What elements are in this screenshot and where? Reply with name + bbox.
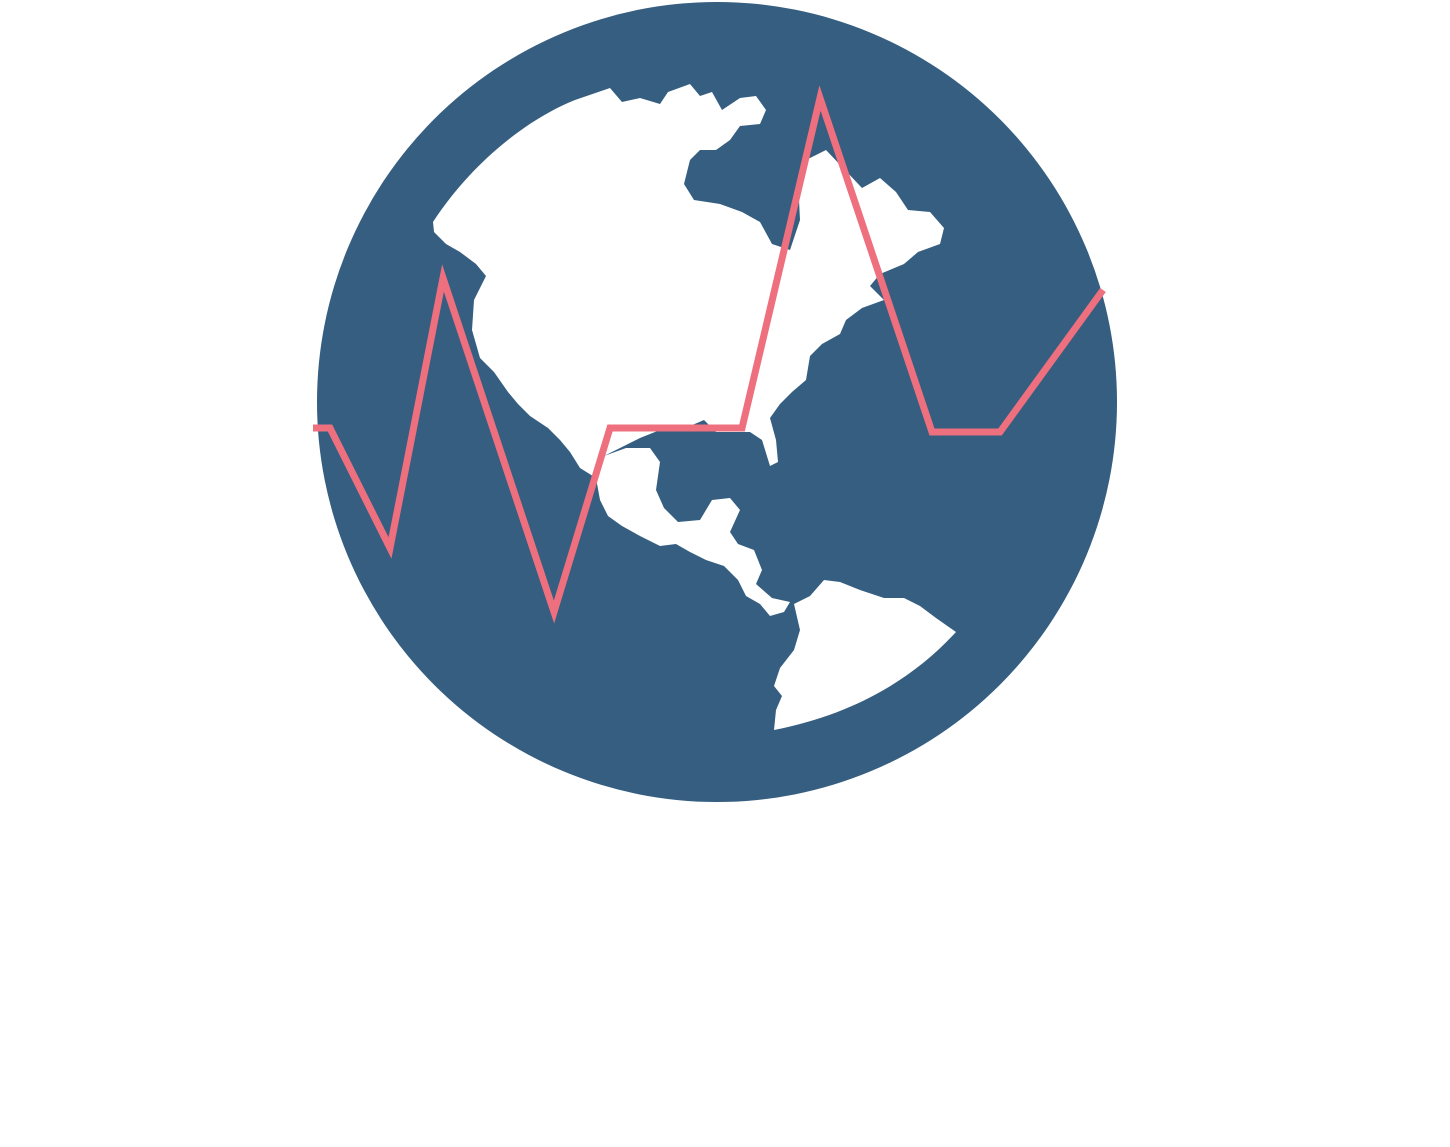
continents bbox=[433, 84, 956, 730]
heartbeat-line-icon bbox=[313, 85, 1106, 624]
south-america-shape bbox=[774, 580, 956, 730]
central-america-shape bbox=[596, 448, 790, 616]
north-america-shape bbox=[433, 84, 944, 478]
